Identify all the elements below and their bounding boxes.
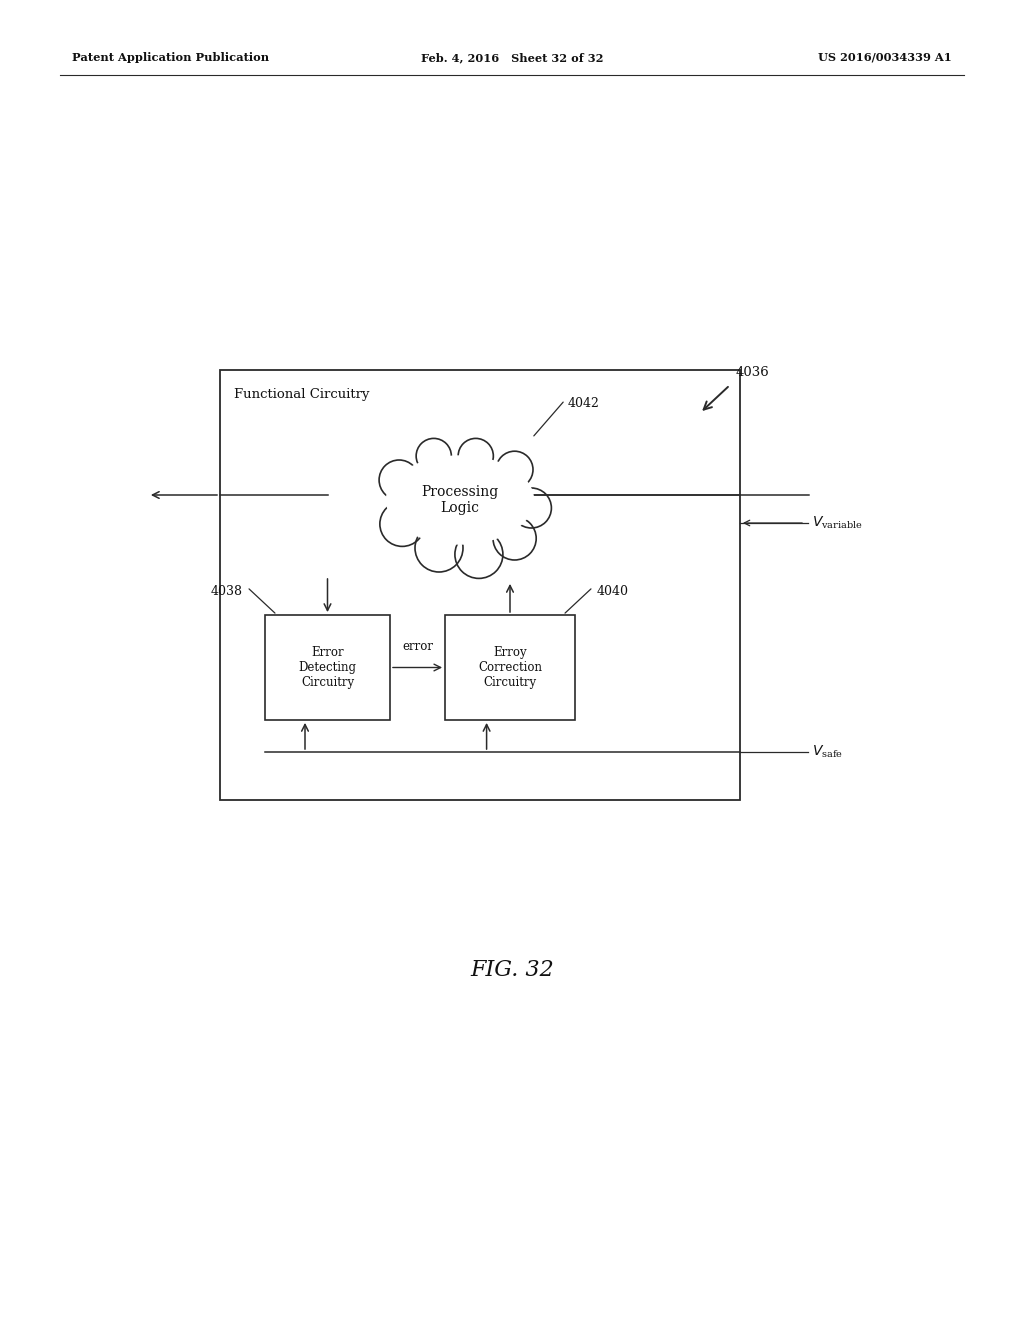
Circle shape [458, 438, 494, 474]
Circle shape [511, 488, 551, 528]
Text: $V_{\mathregular{variable}}$: $V_{\mathregular{variable}}$ [812, 515, 863, 531]
Circle shape [416, 438, 452, 474]
Bar [265, 615, 390, 719]
Circle shape [379, 459, 419, 500]
Text: Functional Circuitry: Functional Circuitry [234, 388, 370, 401]
Text: Error
Detecting
Circuitry: Error Detecting Circuitry [299, 645, 356, 689]
Text: 4038: 4038 [211, 585, 243, 598]
Circle shape [493, 517, 537, 560]
Text: $V_{\mathregular{safe}}$: $V_{\mathregular{safe}}$ [812, 743, 843, 760]
Text: 4036: 4036 [736, 366, 770, 379]
Circle shape [497, 451, 534, 488]
Circle shape [455, 531, 503, 578]
Text: 4040: 4040 [597, 585, 629, 598]
Text: US 2016/0034339 A1: US 2016/0034339 A1 [818, 51, 952, 63]
Text: error: error [402, 640, 433, 653]
Text: Processing
Logic: Processing Logic [421, 484, 499, 515]
Ellipse shape [386, 455, 534, 544]
Text: Patent Application Publication: Patent Application Publication [72, 51, 269, 63]
Text: Erroy
Correction
Circuitry: Erroy Correction Circuitry [478, 645, 542, 689]
Circle shape [415, 524, 463, 572]
Text: 4042: 4042 [568, 397, 600, 411]
Text: Feb. 4, 2016   Sheet 32 of 32: Feb. 4, 2016 Sheet 32 of 32 [421, 51, 603, 63]
Text: FIG. 32: FIG. 32 [470, 960, 554, 981]
Bar [445, 615, 575, 719]
Circle shape [380, 502, 425, 546]
Bar [220, 370, 740, 800]
